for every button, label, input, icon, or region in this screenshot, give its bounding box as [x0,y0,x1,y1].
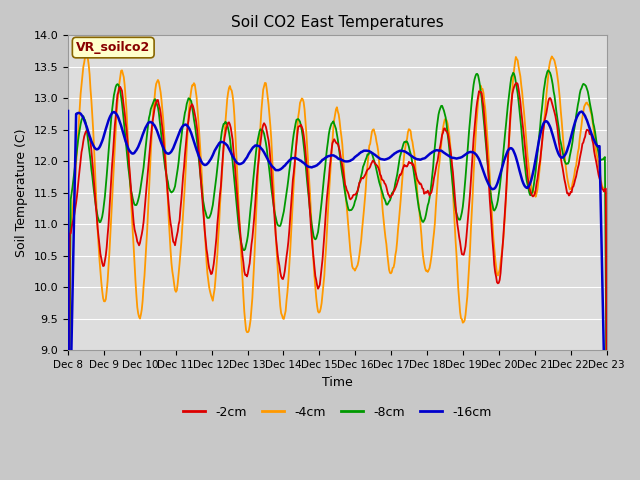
Text: VR_soilco2: VR_soilco2 [76,41,150,54]
Legend: -2cm, -4cm, -8cm, -16cm: -2cm, -4cm, -8cm, -16cm [178,401,497,424]
X-axis label: Time: Time [322,376,353,389]
Title: Soil CO2 East Temperatures: Soil CO2 East Temperatures [231,15,444,30]
Y-axis label: Soil Temperature (C): Soil Temperature (C) [15,129,28,257]
